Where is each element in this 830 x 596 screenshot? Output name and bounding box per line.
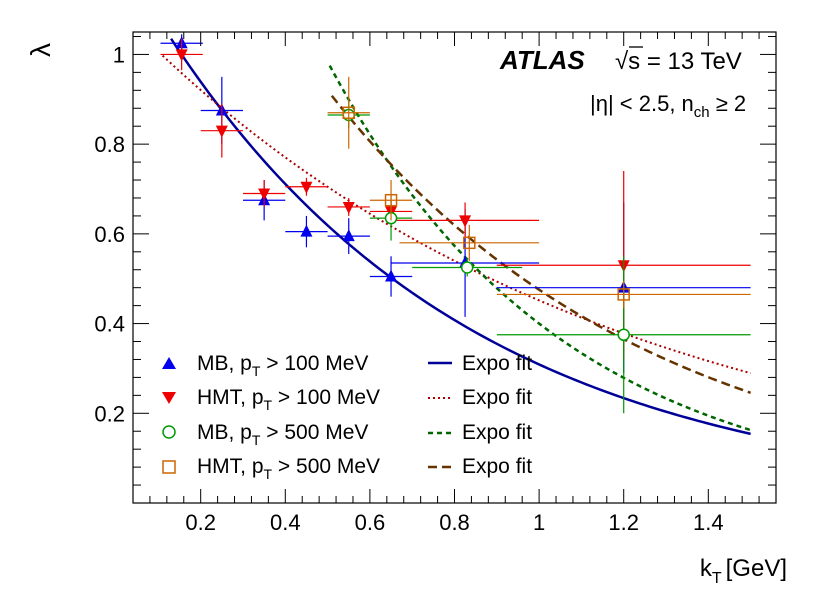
data-point-series-1 [327, 197, 370, 216]
data-point-series-3 [496, 280, 751, 308]
marker-triangle-down [459, 215, 472, 228]
legend-marker-triangle-down [162, 392, 176, 404]
marker-circle-open [617, 328, 630, 342]
legend-label-hmt-100: HMT, pT > 100 MeV [197, 386, 380, 413]
legend-marker-circle-open [162, 425, 176, 439]
selection-label: |η| < 2.5, nch ≥ 2 [590, 91, 746, 121]
x-tick-label: 1 [533, 510, 545, 535]
fit-curve-series-1 [161, 54, 751, 375]
data-point-series-1 [200, 103, 243, 158]
data-point-series-1 [285, 177, 328, 196]
marker-square-open [384, 193, 398, 207]
marker-triangle-up [385, 269, 398, 282]
x-tick-label: 1.2 [608, 510, 639, 535]
fit-curves [161, 38, 752, 436]
legend: MB, pT > 100 MeV Expo fit HMT, pT > 100 … [162, 352, 532, 482]
x-tick-label: 1.4 [693, 510, 724, 535]
legend-entry-mb-100: MB, pT > 100 MeV Expo fit [162, 352, 532, 379]
data-point-series-0 [327, 218, 370, 255]
legend-marker-square-open [162, 460, 176, 474]
marker-triangle-down [175, 49, 188, 62]
marker-triangle-down [342, 201, 355, 214]
experiment-label: ATLAS [499, 45, 585, 75]
x-axis-label: kT [GeV] [700, 555, 787, 587]
marker-triangle-down [215, 125, 228, 138]
y-axis-label: λ [25, 43, 56, 57]
marker-square-open [463, 236, 476, 250]
y-tick-label: 1 [113, 42, 125, 67]
data-point-series-1 [242, 180, 286, 207]
legend-entry-hmt-500: HMT, pT > 500 MeV Expo fit [162, 455, 532, 482]
axes: 0.2 0.4 0.6 0.8 1 1.2 1.4 0.2 0.4 0.6 0.8 1 [94, 32, 777, 535]
data-point-series-3 [327, 76, 370, 149]
legend-label-mb-500: MB, pT > 500 MeV [197, 421, 368, 448]
y-tick-label: 0.2 [94, 401, 125, 426]
legend-fit-label-mb-100: Expo fit [462, 352, 532, 375]
marker-triangle-down [300, 181, 313, 194]
data-point-series-0 [369, 256, 413, 297]
x-tick-label: 0.6 [355, 510, 386, 535]
fit-curve-series-2 [328, 65, 751, 432]
data-points [160, 34, 751, 414]
data-point-series-1 [160, 38, 203, 71]
data-point-series-1 [391, 202, 540, 239]
legend-fit-label-hmt-100: Expo fit [462, 386, 532, 409]
data-point-series-3 [369, 180, 413, 221]
legend-entry-hmt-100: HMT, pT > 100 MeV Expo fit [162, 386, 532, 413]
x-tick-label: 0.2 [185, 510, 216, 535]
x-tick-label: 0.4 [270, 510, 301, 535]
fit-curve-series-3 [330, 94, 752, 394]
data-point-series-2 [496, 256, 751, 414]
data-point-series-0 [285, 215, 328, 248]
y-tick-label: 0.8 [94, 132, 125, 157]
marker-triangle-down [258, 188, 271, 201]
marker-triangle-up [300, 224, 313, 237]
legend-label-mb-100: MB, pT > 100 MeV [197, 352, 368, 379]
marker-circle-open [460, 261, 474, 274]
marker-square-open [342, 106, 355, 119]
legend-entry-mb-500: MB, pT > 500 MeV Expo fit [162, 421, 532, 448]
legend-label-hmt-500: HMT, pT > 500 MeV [197, 455, 380, 482]
data-point-series-3 [399, 224, 540, 261]
y-tick-label: 0.4 [94, 312, 125, 337]
legend-marker-triangle-up [162, 357, 176, 369]
marker-triangle-up [342, 229, 355, 242]
legend-fit-label-mb-500: Expo fit [462, 421, 532, 444]
data-point-series-2 [412, 258, 523, 277]
y-tick-label: 0.6 [94, 222, 125, 247]
legend-fit-label-hmt-500: Expo fit [462, 455, 532, 478]
fit-curve-series-0 [170, 38, 751, 436]
x-tick-label: 0.8 [439, 510, 470, 535]
energy-label: √s = 13 TeV [615, 48, 742, 75]
marker-square-open [617, 288, 630, 301]
